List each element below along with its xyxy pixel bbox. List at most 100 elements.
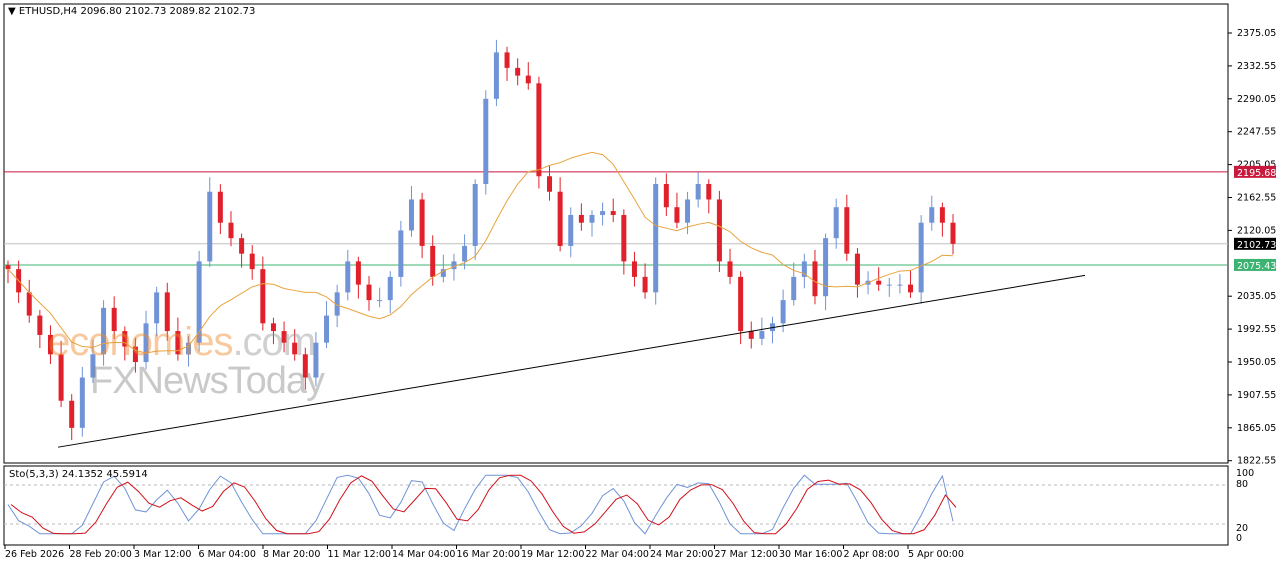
candle-body bbox=[281, 331, 287, 343]
candle-body bbox=[175, 331, 181, 355]
candle-body bbox=[260, 269, 266, 324]
candle-body bbox=[557, 191, 563, 246]
candle-body bbox=[812, 261, 818, 297]
price-tick-label: 2290.05 bbox=[1237, 94, 1276, 105]
candle-body bbox=[631, 261, 637, 277]
dropdown-triangle-icon[interactable]: ▼ bbox=[8, 6, 16, 17]
candle-body bbox=[854, 253, 860, 285]
candle-body bbox=[345, 261, 351, 293]
candle-body bbox=[600, 211, 606, 215]
time-tick-label: 11 Mar 12:00 bbox=[328, 549, 391, 560]
time-tick-label: 26 Feb 2026 bbox=[5, 549, 64, 560]
price-tick-label: 1822.55 bbox=[1237, 456, 1276, 467]
candle-body bbox=[568, 214, 574, 246]
price-tick-label: 2205.05 bbox=[1237, 160, 1276, 171]
candle-body bbox=[844, 207, 850, 254]
moving-average-line bbox=[7, 151, 954, 354]
price-axis bbox=[1229, 0, 1280, 567]
candle-body bbox=[292, 342, 298, 355]
candle-body bbox=[228, 222, 234, 239]
candle-body bbox=[26, 292, 32, 316]
candle-body bbox=[674, 207, 680, 223]
price-tick-label: 2332.55 bbox=[1237, 61, 1276, 72]
symbol-label: ETHUSD,H4 bbox=[18, 6, 78, 17]
candle-body bbox=[239, 238, 245, 254]
time-tick-label: 30 Mar 16:00 bbox=[779, 549, 842, 560]
candle-body bbox=[918, 222, 924, 293]
candle-body bbox=[101, 307, 107, 355]
candle-body bbox=[621, 214, 627, 262]
stochastic-main-line bbox=[7, 474, 954, 535]
candle-body bbox=[5, 265, 11, 270]
candle-body bbox=[483, 98, 489, 184]
time-tick-label: 2 Apr 08:00 bbox=[844, 549, 900, 560]
candle-body bbox=[111, 307, 117, 332]
price-tick-label: 2247.55 bbox=[1237, 127, 1276, 138]
time-tick-label: 27 Mar 12:00 bbox=[715, 549, 778, 560]
candle-body bbox=[440, 269, 446, 277]
candle-body bbox=[791, 276, 797, 301]
candle-body bbox=[663, 183, 669, 208]
candle-body bbox=[196, 261, 202, 343]
candle-body bbox=[154, 292, 160, 324]
candle-body bbox=[610, 211, 616, 215]
candle-body bbox=[653, 183, 659, 293]
candle-body bbox=[780, 300, 786, 324]
candle-body bbox=[876, 280, 882, 285]
time-tick-label: 3 Mar 12:00 bbox=[134, 549, 191, 560]
time-tick-label: 5 Apr 00:00 bbox=[908, 549, 964, 560]
candle-body bbox=[47, 334, 53, 355]
candle-body bbox=[69, 400, 75, 428]
time-tick-label: 28 Feb 20:00 bbox=[70, 549, 132, 560]
resistance-price-badge bbox=[1234, 165, 1276, 178]
candle-body bbox=[164, 292, 170, 332]
candle-body bbox=[886, 284, 892, 286]
candle-body bbox=[525, 75, 531, 84]
candle-body bbox=[738, 276, 744, 332]
candle-body bbox=[823, 238, 829, 297]
current-price-label: 2102.73 bbox=[1237, 240, 1276, 251]
candle-body bbox=[748, 331, 754, 339]
candle-body bbox=[685, 199, 691, 223]
candle-body bbox=[355, 261, 361, 285]
current-price-badge bbox=[1234, 237, 1276, 250]
time-tick-label: 6 Mar 04:00 bbox=[199, 549, 256, 560]
stochastic-scale-label: 100 bbox=[1236, 468, 1254, 479]
time-tick-label: 22 Mar 04:00 bbox=[586, 549, 649, 560]
candle-body bbox=[472, 183, 478, 246]
candle-body bbox=[547, 176, 553, 192]
stochastic-label: Sto(5,3,3) 24.1352 45.5914 bbox=[9, 469, 148, 480]
time-tick-label: 14 Mar 04:00 bbox=[392, 549, 455, 560]
candle-body bbox=[186, 342, 192, 355]
price-tick-label: 2375.05 bbox=[1237, 28, 1276, 39]
price-tick-label: 1865.05 bbox=[1237, 423, 1276, 434]
stochastic-scale-label: 0 bbox=[1236, 533, 1242, 544]
candle-body bbox=[207, 191, 213, 262]
price-tick-label: 1907.55 bbox=[1237, 390, 1276, 401]
candle-body bbox=[430, 245, 436, 277]
candle-body bbox=[727, 261, 733, 277]
candle-body bbox=[419, 199, 425, 246]
candle-body bbox=[929, 207, 935, 223]
candle-body bbox=[451, 261, 457, 270]
candle-body bbox=[249, 253, 255, 270]
support-price-badge bbox=[1234, 258, 1276, 271]
candle-body bbox=[270, 323, 276, 332]
candle-body bbox=[833, 207, 839, 239]
price-tick-label: 1992.55 bbox=[1237, 324, 1276, 335]
candle-body bbox=[366, 284, 372, 301]
candle-body bbox=[908, 284, 914, 293]
candle-body bbox=[387, 276, 393, 301]
candle-body bbox=[589, 214, 595, 223]
candle-body bbox=[801, 261, 807, 277]
candle-body bbox=[897, 284, 903, 286]
candle-body bbox=[536, 83, 542, 177]
candle-body bbox=[504, 52, 510, 68]
time-tick-label: 24 Mar 20:00 bbox=[650, 549, 713, 560]
candle-body bbox=[578, 214, 584, 223]
candle-body bbox=[217, 191, 223, 223]
time-tick-label: 16 Mar 20:00 bbox=[457, 549, 520, 560]
stochastic-scale-label: 80 bbox=[1236, 479, 1248, 490]
candle-body bbox=[334, 292, 340, 316]
